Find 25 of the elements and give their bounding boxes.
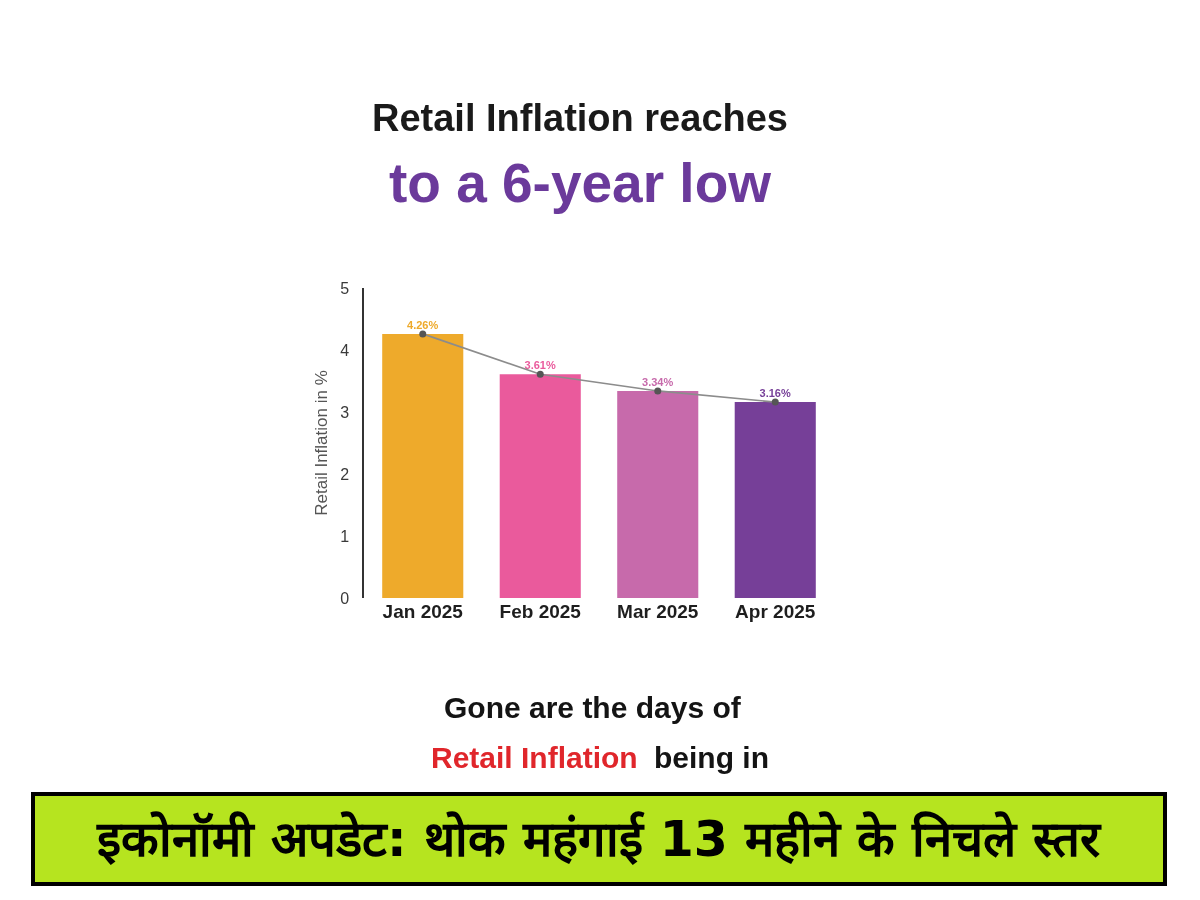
- x-tick-label: Mar 2025: [617, 601, 699, 622]
- x-tick-label: Jan 2025: [382, 601, 464, 622]
- chart-subtitle: to a 6-year low: [388, 152, 772, 214]
- text: इकोनॉमी अपडेट: थोक महंगाई 13 महीने के निचले स्तर: [95, 810, 1103, 868]
- x-tick-label: Apr 2025: [735, 601, 816, 622]
- data-label: 4.26%: [407, 318, 439, 331]
- y-tick-label: 0: [340, 589, 350, 607]
- bar: [617, 390, 699, 598]
- y-tick-label: 1: [340, 527, 350, 545]
- data-label: 3.34%: [642, 375, 674, 388]
- text: Gone are the days of: [444, 691, 742, 724]
- y-tick-label: 5: [340, 279, 350, 297]
- text: Retail Inflation: [431, 741, 638, 774]
- data-label: 3.61%: [524, 359, 556, 372]
- y-axis-title: Retail Inflation in %: [312, 370, 332, 516]
- y-tick-label: 3: [340, 403, 350, 421]
- y-tick-label: 4: [340, 341, 350, 359]
- x-tick-label: Feb 2025: [499, 601, 582, 622]
- bar: [734, 402, 816, 598]
- bar: [499, 374, 581, 598]
- text: being in: [654, 741, 769, 774]
- y-tick-label: 2: [340, 465, 350, 483]
- chart-title: Retail Inflation reaches: [371, 97, 789, 140]
- bar: [382, 333, 464, 598]
- data-label: 3.16%: [759, 387, 791, 400]
